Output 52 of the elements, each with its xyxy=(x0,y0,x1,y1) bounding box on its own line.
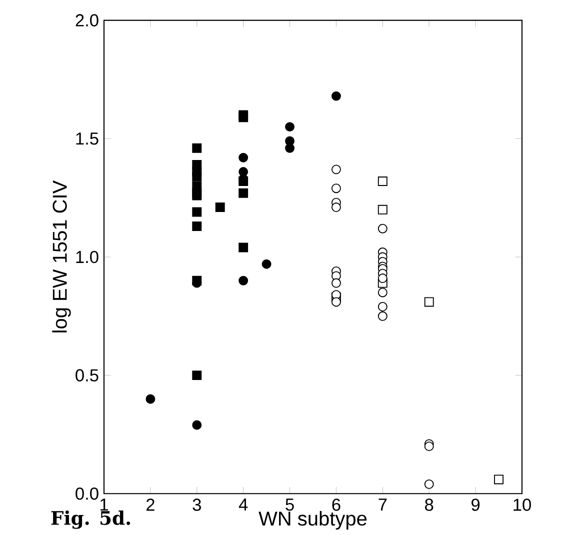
point xyxy=(285,122,295,132)
point xyxy=(378,288,388,298)
point xyxy=(424,442,434,452)
point xyxy=(331,297,341,307)
point xyxy=(378,176,388,186)
x-tick-label: 6 xyxy=(332,498,340,511)
x-axis-title: WN subtype xyxy=(258,510,367,530)
y-tick-label: 2.0 xyxy=(76,14,98,26)
x-tick-label: 4 xyxy=(238,498,248,511)
x-tick-label: 8 xyxy=(425,498,434,511)
x-tick-label: 7 xyxy=(378,498,387,511)
x-tick-label: 9 xyxy=(472,498,480,511)
point xyxy=(215,202,225,212)
point xyxy=(238,188,248,198)
point xyxy=(378,302,388,312)
x-tick-label: 10 xyxy=(514,498,531,511)
y-tick-label: 1.5 xyxy=(76,132,98,145)
point xyxy=(331,164,341,174)
point xyxy=(378,204,388,214)
point xyxy=(146,394,156,404)
point xyxy=(238,276,248,286)
x-tick-label: 1 xyxy=(100,498,108,511)
point xyxy=(494,474,504,484)
point xyxy=(285,143,295,153)
point xyxy=(331,184,341,194)
point xyxy=(262,259,272,269)
point xyxy=(192,207,202,217)
point xyxy=(192,143,202,153)
point xyxy=(378,274,388,284)
text: Fig. 5d. xyxy=(51,510,130,529)
point xyxy=(424,297,434,307)
point xyxy=(331,202,341,212)
y-axis-title: log EW 1551 CIV xyxy=(52,180,71,332)
point xyxy=(192,221,202,231)
y-tick-label: 1.0 xyxy=(76,250,98,264)
point xyxy=(192,420,202,430)
y-tick-label: 0.0 xyxy=(76,488,98,500)
point xyxy=(331,278,341,288)
point xyxy=(331,91,341,101)
y-tick-label: 0.5 xyxy=(76,369,98,382)
x-tick-label: 2 xyxy=(146,498,154,511)
x-tick-label: 5 xyxy=(286,498,294,511)
point xyxy=(192,172,202,182)
point xyxy=(424,479,434,489)
point xyxy=(378,311,388,321)
point xyxy=(238,152,248,162)
point xyxy=(378,224,388,234)
point xyxy=(238,112,248,122)
point xyxy=(238,242,248,252)
point xyxy=(192,190,202,200)
point xyxy=(192,370,202,380)
x-tick-label: 3 xyxy=(192,498,201,511)
